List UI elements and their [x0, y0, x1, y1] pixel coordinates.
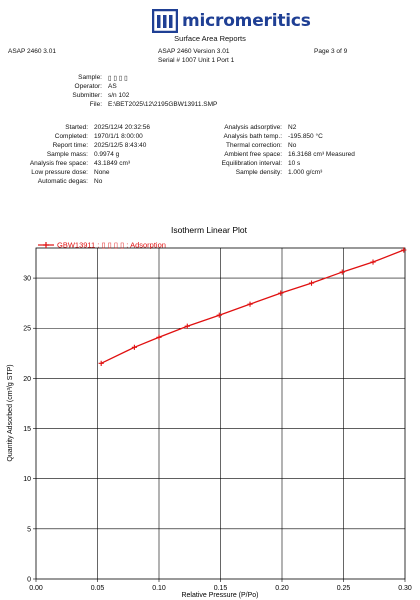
submitter-label: Submitter: — [72, 92, 102, 99]
adsorptive-value: N2 — [288, 124, 297, 131]
y-axis-label: Quantity Adsorbed (cm³/g STP) — [7, 364, 14, 461]
chart-series — [98, 247, 407, 366]
ambient-free-space-value: 16.3168 cm³ Measured — [288, 151, 355, 158]
sample-mass-label: Sample mass: — [46, 151, 88, 158]
started-label: Started: — [65, 124, 88, 131]
adsorption-line — [100, 249, 405, 364]
legend-label: GBW13911 : ▯ ▯ ▯ ▯ : Adsorption — [57, 241, 166, 250]
report-time-value: 2025/12/5 8:43:40 — [94, 142, 147, 149]
ambient-free-space-label: Ambient free space: — [224, 151, 282, 158]
y-tick-label: 5 — [27, 526, 31, 533]
chart-grid — [36, 248, 405, 579]
low-pressure-dose-value: None — [94, 169, 110, 176]
chart-title: Isotherm Linear Plot — [171, 225, 248, 235]
operator-value: AS — [108, 83, 117, 90]
chart-legend: GBW13911 : ▯ ▯ ▯ ▯ : Adsorption — [38, 241, 166, 250]
sample-value: ▯ ▯ ▯ ▯ — [108, 75, 128, 82]
sample-info: Sample: ▯ ▯ ▯ ▯ Operator: AS Submitter: … — [0, 74, 420, 116]
adsorption-point — [370, 259, 376, 265]
analysis-params-right: Analysis adsorptive: N2 Analysis bath te… — [200, 124, 420, 186]
automatic-degas-value: No — [94, 178, 103, 185]
x-tick-label: 0.30 — [398, 585, 412, 592]
instrument-version: ASAP 2460 3.01 — [8, 48, 56, 55]
completed-value: 1970/1/1 8:00:00 — [94, 133, 143, 140]
y-tick-label: 15 — [23, 426, 31, 433]
analysis-free-space-label: Analysis free space: — [29, 160, 88, 167]
adsorption-point — [184, 323, 190, 329]
report-time-label: Report time: — [52, 142, 88, 149]
micromeritics-logo: micromeritics — [152, 8, 311, 34]
bath-temp-label: Analysis bath temp.: — [223, 133, 282, 140]
completed-label: Completed: — [54, 133, 88, 140]
started-value: 2025/12/4 20:32:56 — [94, 124, 151, 131]
legend-marker — [43, 242, 49, 248]
x-tick-label: 0.25 — [337, 585, 351, 592]
analysis-free-space-value: 43.1849 cm³ — [94, 160, 131, 167]
submitter-value: s/n 102 — [108, 92, 130, 99]
adsorption-point — [98, 360, 104, 366]
page-number: Page 3 of 9 — [314, 48, 348, 55]
serial-unit-port: Serial # 1007 Unit 1 Port 1 — [158, 57, 235, 64]
x-tick-label: 0.10 — [152, 585, 166, 592]
y-tick-label: 20 — [23, 376, 31, 383]
adsorption-point — [156, 334, 162, 340]
y-tick-label: 0 — [27, 577, 31, 584]
y-tick-label: 25 — [23, 326, 31, 333]
thermal-correction-label: Thermal correction: — [226, 142, 282, 149]
low-pressure-dose-label: Low pressure dose: — [31, 169, 88, 176]
y-tick-label: 10 — [23, 476, 31, 483]
x-tick-label: 0.00 — [29, 585, 43, 592]
analysis-params-left: Started: 2025/12/4 20:32:56 Completed: 1… — [0, 124, 210, 194]
adsorption-point — [247, 301, 253, 307]
chart-ticks: 0.00 0.05 0.10 0.15 0.20 0.25 0.30 0 5 10 15 20 25 30 — [23, 276, 412, 592]
sample-mass-value: 0.9974 g — [94, 151, 120, 158]
operator-label: Operator: — [74, 83, 102, 90]
sample-label: Sample: — [78, 74, 102, 81]
adsorption-point — [339, 269, 345, 275]
report-subtitle: Surface Area Reports — [174, 34, 246, 43]
sample-density-label: Sample density: — [235, 169, 282, 176]
logo-text: micromeritics — [182, 11, 311, 31]
thermal-correction-value: No — [288, 142, 297, 149]
adsorptive-label: Analysis adsorptive: — [224, 124, 282, 131]
adsorption-point — [308, 280, 315, 286]
isotherm-chart: Isotherm Linear Plot 0.00 0.05 0.10 0.15 0.2… — [7, 225, 412, 599]
x-axis-label: Relative Pressure (P/Po) — [181, 592, 258, 599]
adsorption-point — [401, 247, 407, 253]
file-value: E:\BET2025\12\2195GBW13911.SMP — [108, 101, 218, 108]
file-label: File: — [89, 101, 102, 108]
adsorption-point — [278, 290, 284, 296]
adsorption-point — [131, 344, 137, 350]
micromeritics-mark-icon — [152, 9, 178, 33]
sample-density-value: 1.000 g/cm³ — [288, 169, 323, 176]
y-tick-label: 30 — [23, 276, 31, 283]
bath-temp-value: -195.850 °C — [288, 133, 323, 140]
equilibration-interval-label: Equilibration interval: — [221, 160, 282, 167]
x-tick-label: 0.05 — [91, 585, 105, 592]
adsorption-point — [216, 312, 222, 318]
x-tick-label: 0.20 — [275, 585, 289, 592]
equilibration-interval-value: 10 s — [288, 160, 301, 167]
software-version: ASAP 2460 Version 3.01 — [158, 48, 230, 55]
automatic-degas-label: Automatic degas: — [37, 178, 88, 185]
x-tick-label: 0.15 — [214, 585, 228, 592]
